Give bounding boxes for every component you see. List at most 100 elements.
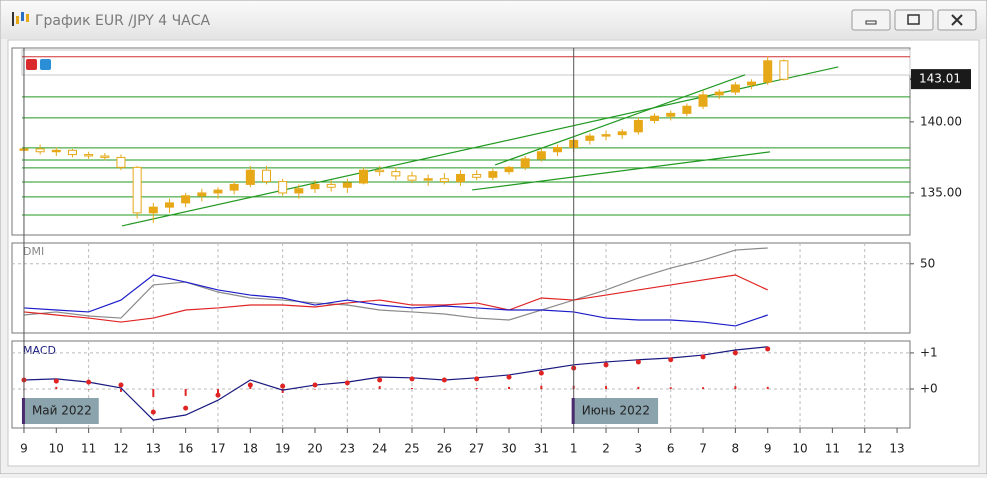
candle-body <box>439 178 449 183</box>
trend-line <box>472 151 771 191</box>
signal-dot <box>635 359 641 365</box>
histogram-bar <box>734 386 737 390</box>
histogram-bar <box>540 385 543 390</box>
series-line <box>23 247 768 321</box>
candle-body <box>67 149 77 156</box>
histogram-bar <box>669 387 672 390</box>
x-tick-label: 9 <box>20 442 28 456</box>
candle-body <box>342 182 352 188</box>
candle-body <box>359 169 369 184</box>
signal-dot <box>312 382 318 388</box>
signal-dot <box>409 376 415 382</box>
candle-body <box>520 158 530 168</box>
candle-body <box>601 134 611 137</box>
x-tick-label: 16 <box>178 442 193 456</box>
candle-body <box>261 169 271 183</box>
x-tick-label: 11 <box>825 442 840 456</box>
histogram-bar <box>152 389 155 397</box>
candle-body <box>148 206 158 214</box>
candle-body <box>391 171 401 177</box>
candle-body <box>310 183 320 190</box>
histogram-bar <box>443 389 446 390</box>
candle-body <box>714 91 724 96</box>
x-tick-label: 2 <box>602 442 610 456</box>
price-panel <box>11 47 911 236</box>
dmi-panel <box>11 242 911 334</box>
histogram-bar <box>184 389 187 396</box>
x-tick-label: 18 <box>243 442 258 456</box>
maximize-button[interactable] <box>894 9 934 31</box>
histogram-bar <box>378 386 381 390</box>
candle-body <box>164 202 174 208</box>
signal-dot <box>538 370 544 376</box>
x-tick-label: 23 <box>340 442 355 456</box>
y-tick-label: 140.00 <box>920 114 962 128</box>
x-tick-label: 8 <box>732 442 740 456</box>
candle-body <box>423 178 433 181</box>
panel-title: MACD <box>23 344 56 357</box>
signal-dot <box>215 392 221 398</box>
candle-body <box>197 192 207 197</box>
series-line <box>23 346 768 421</box>
signal-dot <box>700 354 706 360</box>
candle-body <box>682 105 692 114</box>
signal-dot <box>86 379 92 385</box>
month-tag <box>21 398 99 424</box>
candle-body <box>326 183 336 188</box>
signal-dot <box>377 377 383 383</box>
x-tick-label: 1 <box>570 442 578 456</box>
signal-dot <box>603 362 609 368</box>
y-tick-label: +0 <box>920 382 938 396</box>
candle-body <box>294 188 304 194</box>
x-tick-label: 26 <box>437 442 452 456</box>
candle-body <box>698 94 708 107</box>
x-tick-label: 19 <box>275 442 290 456</box>
candle-body <box>375 169 385 173</box>
histogram-bar <box>55 386 58 390</box>
histogram-bar <box>281 389 284 393</box>
close-button[interactable] <box>937 9 977 31</box>
signal-dot <box>53 378 59 384</box>
histogram-bar <box>87 389 90 390</box>
signal-dot <box>765 346 771 352</box>
candle-body <box>472 173 482 178</box>
month-tag <box>571 398 659 424</box>
x-tick-label: 13 <box>889 442 904 456</box>
title-bar <box>1 1 986 39</box>
histogram-bar <box>637 386 640 390</box>
histogram-bar <box>411 387 414 390</box>
panel-buttons[interactable] <box>26 59 51 70</box>
x-tick-label: 12 <box>113 442 128 456</box>
candle-body <box>132 166 142 214</box>
month-label: Май 2022 <box>32 404 92 418</box>
candle-body <box>51 149 61 153</box>
signal-dot <box>441 377 447 383</box>
histogram-bar <box>119 389 122 392</box>
x-tick-label: 17 <box>210 442 225 456</box>
candle-body <box>181 195 191 204</box>
signal-dot <box>732 350 738 356</box>
candle-body <box>666 112 676 117</box>
candle-body <box>553 146 563 153</box>
candle-body <box>229 183 239 191</box>
histogram-bar <box>475 387 478 390</box>
y-tick-label: +1 <box>920 345 938 359</box>
series-line <box>23 274 768 327</box>
signal-dot <box>474 376 480 382</box>
last-price-label: 143.01 <box>919 72 961 86</box>
signal-dot <box>118 382 124 388</box>
signal-dot <box>183 405 189 411</box>
x-tick-label: 6 <box>667 442 675 456</box>
trend-line <box>494 74 746 166</box>
x-tick-label: 10 <box>792 442 807 456</box>
x-tick-label: 7 <box>699 442 707 456</box>
x-tick-label: 9 <box>764 442 772 456</box>
month-marker <box>21 398 25 424</box>
minimize-button[interactable] <box>851 9 891 31</box>
x-tick-label: 24 <box>372 442 387 456</box>
candle-body <box>278 181 288 194</box>
x-tick-label: 3 <box>635 442 643 456</box>
header-strip <box>21 49 911 76</box>
candle-body <box>650 115 660 121</box>
candle-body <box>730 84 740 93</box>
